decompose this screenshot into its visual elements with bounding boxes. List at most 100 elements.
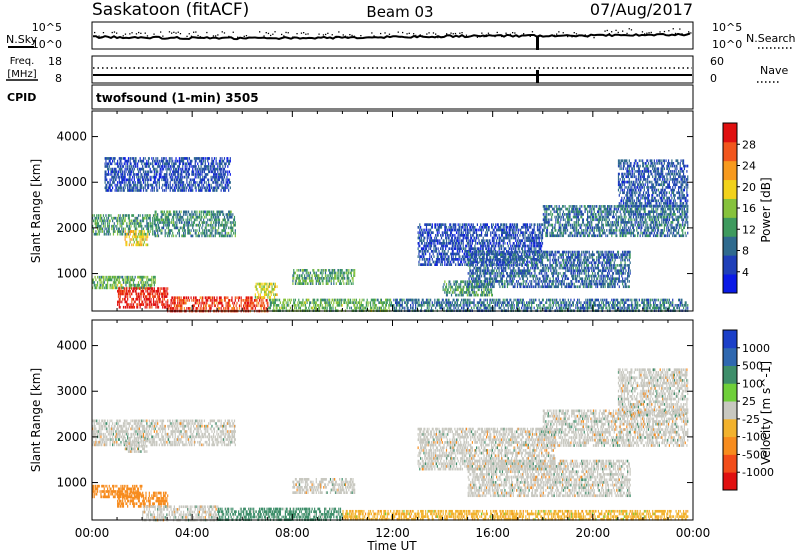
heatmap-cell <box>373 298 375 302</box>
heatmap-cell <box>492 223 494 226</box>
heatmap-cell <box>260 307 262 310</box>
heatmap-cell <box>136 283 138 287</box>
heatmap-cell <box>494 304 496 307</box>
heatmap-cell <box>188 307 191 310</box>
heatmap-cell <box>664 298 666 302</box>
heatmap-cell <box>128 243 130 247</box>
heatmap-cell <box>345 271 347 275</box>
heatmap-cell <box>201 215 203 219</box>
heatmap-cell <box>325 279 327 283</box>
heatmap-cell <box>421 250 423 253</box>
heatmap-cell <box>336 304 338 307</box>
heatmap-cell <box>187 307 190 310</box>
heatmap-cell <box>374 306 376 310</box>
heatmap-cell <box>334 298 337 302</box>
heatmap-cell <box>463 258 465 261</box>
heatmap-cell <box>413 301 415 305</box>
heatmap-cell <box>484 304 486 307</box>
heatmap-cell <box>593 304 595 307</box>
heatmap-cell <box>469 285 471 289</box>
heatmap-cell <box>271 298 273 302</box>
heatmap-cell <box>342 276 344 280</box>
heatmap-cell <box>154 231 156 235</box>
heatmap-cell <box>424 242 426 245</box>
heatmap-cell <box>106 278 108 282</box>
heatmap-cell <box>137 275 140 279</box>
heatmap-cell <box>213 234 215 238</box>
heatmap-cell <box>146 216 148 220</box>
heatmap-cell <box>96 283 98 287</box>
heatmap-cell <box>178 299 180 302</box>
heatmap-cell <box>145 303 147 306</box>
heatmap-cell <box>541 244 543 248</box>
heatmap-cell <box>460 298 463 302</box>
heatmap-cell <box>170 229 172 232</box>
heatmap-cell <box>294 282 297 285</box>
noise-dot <box>496 31 498 34</box>
heatmap-cell <box>132 278 134 282</box>
heatmap-cell <box>92 219 95 223</box>
heatmap-cell <box>152 232 154 236</box>
heatmap-cell <box>470 236 472 240</box>
heatmap-cell <box>240 299 242 302</box>
heatmap-cell <box>368 301 370 305</box>
heatmap-cell <box>130 222 132 225</box>
heatmap-cell <box>662 306 665 310</box>
heatmap-cell <box>475 228 477 232</box>
heatmap-cell <box>157 226 160 230</box>
heatmap-cell <box>182 299 185 302</box>
heatmap-cell <box>308 298 310 302</box>
heatmap-cell <box>510 298 512 302</box>
heatmap-cell <box>299 282 302 285</box>
heatmap-cell <box>198 229 201 232</box>
heatmap-cell <box>463 252 465 256</box>
heatmap-cell <box>191 223 193 227</box>
heatmap-cell <box>125 300 127 304</box>
heatmap-cell <box>344 301 346 305</box>
heatmap-cell <box>98 230 100 233</box>
freq-label: Freq. <box>10 56 35 67</box>
heatmap-cell <box>498 244 500 248</box>
heatmap-cell <box>169 307 171 310</box>
heatmap-cell <box>319 279 321 283</box>
heatmap-cell <box>360 304 362 307</box>
heatmap-cell <box>305 279 307 283</box>
heatmap-cell <box>473 231 475 234</box>
heatmap-cell <box>299 276 301 280</box>
heatmap-cell <box>304 268 306 272</box>
heatmap-cell <box>485 260 488 264</box>
heatmap-cell <box>608 304 610 307</box>
heatmap-cell <box>438 252 440 256</box>
heatmap-cell <box>496 223 499 226</box>
heatmap-cell <box>320 301 322 305</box>
heatmap-cell <box>583 301 585 305</box>
heatmap-cell <box>109 219 111 223</box>
heatmap-cell <box>568 301 570 305</box>
heatmap-cell <box>167 218 169 222</box>
heatmap-cell <box>142 219 144 223</box>
heatmap-cell <box>540 306 542 310</box>
heatmap-cell <box>193 213 195 216</box>
heatmap-cell <box>274 285 276 289</box>
heatmap-cell <box>469 231 471 234</box>
heatmap-cell <box>141 278 143 282</box>
heatmap-cell <box>373 301 375 305</box>
freq-right-tick-top: 60 <box>710 55 724 68</box>
heatmap-cell <box>446 252 448 256</box>
heatmap-cell <box>622 301 624 305</box>
heatmap-cell <box>468 242 470 245</box>
heatmap-cell <box>193 304 196 308</box>
heatmap-cell <box>324 274 327 277</box>
heatmap-cell <box>314 271 316 275</box>
heatmap-cell <box>276 304 278 307</box>
heatmap-cell <box>214 304 216 308</box>
heatmap-cell <box>214 229 216 232</box>
heatmap-cell <box>156 218 158 222</box>
heatmap-cell <box>252 301 254 305</box>
heatmap-cell <box>459 247 461 250</box>
heatmap-cell <box>585 298 587 302</box>
heatmap-cell <box>547 298 549 302</box>
heatmap-cell <box>623 301 625 305</box>
heatmap-cell <box>541 239 543 242</box>
heatmap-cell <box>192 304 194 308</box>
